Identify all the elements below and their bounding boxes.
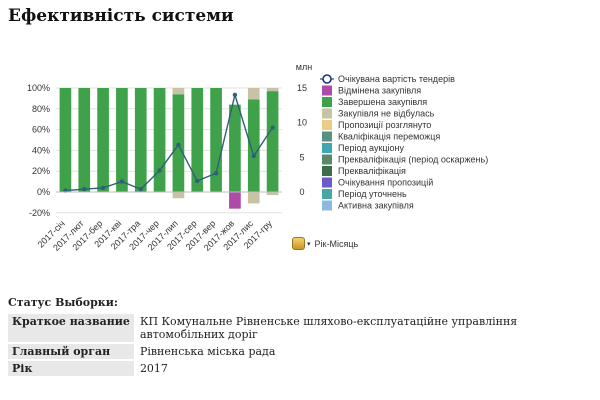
line-point <box>232 92 238 98</box>
line-point <box>138 187 143 192</box>
bar <box>78 88 91 192</box>
y-right-tick-label: 10 <box>297 118 307 128</box>
row-value: 2017 <box>139 362 168 375</box>
bar <box>172 192 185 199</box>
line-point <box>270 125 275 130</box>
legend-label: Активна закупівля <box>338 201 414 211</box>
legend-marker-swatch <box>322 74 332 84</box>
legend-label: Період уточнень <box>338 189 407 199</box>
y-left-tick-label: 20% <box>32 166 50 176</box>
selection-status: Статус Выборки: Краткое название КП Кому… <box>8 296 593 378</box>
calendar-icon <box>292 237 305 250</box>
line-point <box>119 179 125 184</box>
legend-label: Закупівля не відбулась <box>338 109 435 119</box>
legend-label: Кваліфікація переможця <box>338 132 440 142</box>
status-heading: Статус Выборки: <box>8 296 118 309</box>
y-left-tick-label: 40% <box>32 145 50 155</box>
table-row: Краткое название КП Комунальне Рівненськ… <box>8 314 593 342</box>
status-table: Краткое название КП Комунальне Рівненськ… <box>8 312 593 378</box>
legend-swatch <box>322 177 332 188</box>
legend-swatch <box>322 131 332 142</box>
bar <box>247 99 260 192</box>
legend-label: Пропозиції розглянуто <box>338 120 431 130</box>
legend-swatch <box>322 189 332 199</box>
table-row: Главный орган Рівненська міська рада <box>8 344 593 359</box>
y-left-tick-label: 80% <box>32 104 50 114</box>
bar <box>59 88 72 192</box>
row-label: Рік <box>8 361 134 376</box>
y-left-tick-label: -20% <box>29 208 50 218</box>
period-selector[interactable]: ▾ Рік-Місяць <box>292 237 358 250</box>
chart-axes: 100%80%60%40%20%0%-20%151050млн2017-січ2… <box>27 62 312 253</box>
bar <box>247 88 260 100</box>
legend-label: Прекваліфікація (період оскаржень) <box>338 155 488 165</box>
chart-bars <box>59 88 279 209</box>
legend-swatch <box>322 120 332 130</box>
row-value: КП Комунальне Рівненське шляхово-експлуа… <box>139 315 518 341</box>
legend-label: Прекваліфікація <box>338 166 406 176</box>
y-right-tick-label: 0 <box>299 187 304 197</box>
line-point <box>100 185 106 191</box>
bar <box>210 88 222 192</box>
legend-label: Очікування пропозицій <box>338 178 433 188</box>
line-point <box>195 178 200 184</box>
page-title: Ефективність системи <box>8 6 234 26</box>
bar <box>266 91 279 192</box>
bar <box>134 88 147 192</box>
bar <box>229 104 241 192</box>
bar <box>266 88 279 92</box>
bar <box>116 88 128 192</box>
line-point <box>176 142 181 148</box>
y-left-tick-label: 100% <box>27 83 50 93</box>
bar <box>266 192 279 196</box>
line-point <box>213 171 219 176</box>
legend-swatch <box>322 143 332 153</box>
y-right-tick-label: 5 <box>299 152 304 162</box>
row-value: Рівненська міська рада <box>139 345 276 358</box>
legend-swatch <box>322 108 332 119</box>
legend-label: Відмінена закупівля <box>338 86 421 96</box>
line-point <box>251 153 256 159</box>
series-line <box>65 92 274 192</box>
legend-swatch <box>322 154 332 165</box>
bar <box>191 88 204 192</box>
legend-label: Період аукціону <box>338 143 405 153</box>
legend-swatch <box>322 85 332 96</box>
bar <box>247 192 260 204</box>
y-right-tick-label: 15 <box>297 83 307 93</box>
legend-swatch <box>322 166 332 176</box>
row-label: Краткое название <box>8 314 134 342</box>
line-point <box>82 187 87 192</box>
bar <box>172 88 185 95</box>
row-label: Главный орган <box>8 344 134 359</box>
table-row: Рік 2017 <box>8 361 593 376</box>
period-label: Рік-Місяць <box>314 238 359 249</box>
line-point <box>157 168 162 173</box>
legend-label: Завершена закупівля <box>338 97 427 107</box>
legend-label: Очікувана вартість тендерів <box>338 74 455 84</box>
legend-swatch <box>322 97 332 107</box>
chart-legend: Очікувана вартість тендерів Відмінена зак… <box>320 74 488 211</box>
y-left-tick-label: 0% <box>37 187 50 197</box>
bar <box>153 88 166 192</box>
y-right-unit-label: млн <box>296 62 312 72</box>
chevron-down-icon: ▾ <box>307 240 311 248</box>
bar <box>97 88 109 192</box>
legend-swatch <box>322 200 332 211</box>
performance-chart: 100%80%60%40%20%0%-20%151050млн2017-січ2… <box>27 62 488 253</box>
y-left-tick-label: 60% <box>32 125 50 135</box>
bar <box>229 192 241 209</box>
chart-line <box>63 92 275 193</box>
